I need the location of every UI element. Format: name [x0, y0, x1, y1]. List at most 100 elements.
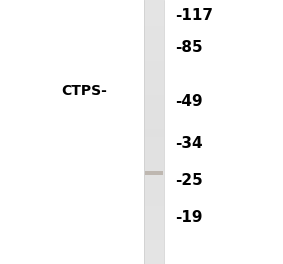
Bar	[144, 214, 164, 216]
Bar	[144, 3, 164, 5]
Bar	[144, 69, 164, 71]
Bar	[144, 129, 164, 132]
Bar	[144, 11, 164, 13]
Bar	[144, 140, 164, 143]
Bar	[144, 150, 164, 153]
Bar	[144, 153, 164, 156]
Bar	[144, 169, 164, 172]
Text: -34: -34	[175, 136, 203, 151]
Bar	[144, 253, 164, 256]
Bar	[144, 216, 164, 219]
Bar	[144, 92, 164, 95]
Bar	[144, 203, 164, 206]
Bar	[144, 230, 164, 232]
Bar	[144, 8, 164, 11]
Bar	[144, 198, 164, 201]
Bar	[144, 45, 164, 48]
Bar	[144, 222, 164, 224]
Bar	[144, 219, 164, 222]
Bar	[144, 148, 164, 150]
Bar	[144, 77, 164, 79]
Bar	[144, 29, 164, 32]
Bar	[145, 171, 163, 175]
Bar	[144, 63, 164, 66]
Bar	[144, 32, 164, 34]
Bar	[144, 135, 164, 137]
Bar	[144, 224, 164, 227]
Bar	[144, 124, 164, 127]
Bar	[144, 79, 164, 82]
Bar	[144, 256, 164, 259]
Bar	[144, 248, 164, 251]
Bar	[144, 121, 164, 124]
Bar	[144, 161, 164, 164]
Bar	[144, 182, 164, 185]
Bar	[144, 201, 164, 203]
Bar	[144, 34, 164, 37]
Bar	[144, 98, 164, 100]
Text: -25: -25	[175, 173, 203, 188]
Bar	[144, 243, 164, 246]
Bar	[144, 100, 164, 103]
Bar	[144, 5, 164, 8]
Bar	[144, 37, 164, 40]
Bar	[144, 116, 164, 119]
Bar	[144, 55, 164, 58]
Bar	[144, 177, 164, 180]
Bar	[144, 190, 164, 193]
Bar	[144, 238, 164, 240]
Bar	[144, 246, 164, 248]
Bar	[144, 232, 164, 235]
Bar	[144, 53, 164, 55]
Bar	[144, 119, 164, 121]
Bar	[144, 0, 164, 3]
Bar	[144, 18, 164, 21]
Text: -19: -19	[175, 210, 203, 225]
Bar	[144, 185, 164, 187]
Bar	[144, 261, 164, 264]
Bar	[144, 193, 164, 195]
Bar	[144, 251, 164, 253]
Bar	[144, 235, 164, 238]
Bar	[144, 87, 164, 90]
Text: -49: -49	[175, 94, 203, 109]
Bar	[144, 137, 164, 140]
Bar	[144, 82, 164, 84]
Bar	[144, 90, 164, 92]
Bar	[144, 16, 164, 18]
Bar	[144, 71, 164, 74]
Bar	[144, 114, 164, 116]
Bar	[144, 40, 164, 42]
Bar	[144, 240, 164, 243]
Bar	[144, 24, 164, 26]
Bar	[144, 209, 164, 211]
Bar	[144, 74, 164, 77]
Bar	[144, 103, 164, 106]
Bar	[144, 111, 164, 114]
Bar	[144, 48, 164, 50]
Bar	[144, 21, 164, 24]
Bar	[144, 259, 164, 261]
Bar	[144, 164, 164, 166]
Bar	[144, 95, 164, 98]
Bar	[144, 26, 164, 29]
Bar	[144, 172, 164, 174]
Bar	[144, 187, 164, 190]
Bar	[144, 166, 164, 169]
Text: -117: -117	[175, 8, 213, 23]
Bar	[144, 143, 164, 145]
Bar	[144, 108, 164, 111]
Bar	[144, 13, 164, 16]
Bar	[144, 84, 164, 87]
Bar	[144, 156, 164, 158]
Bar	[144, 211, 164, 214]
Bar	[144, 145, 164, 148]
Bar	[144, 66, 164, 69]
Bar	[144, 180, 164, 182]
Bar	[144, 206, 164, 209]
Bar	[144, 61, 164, 63]
Bar	[144, 195, 164, 198]
Bar	[144, 127, 164, 129]
Bar	[144, 174, 164, 177]
Text: -85: -85	[175, 40, 203, 55]
